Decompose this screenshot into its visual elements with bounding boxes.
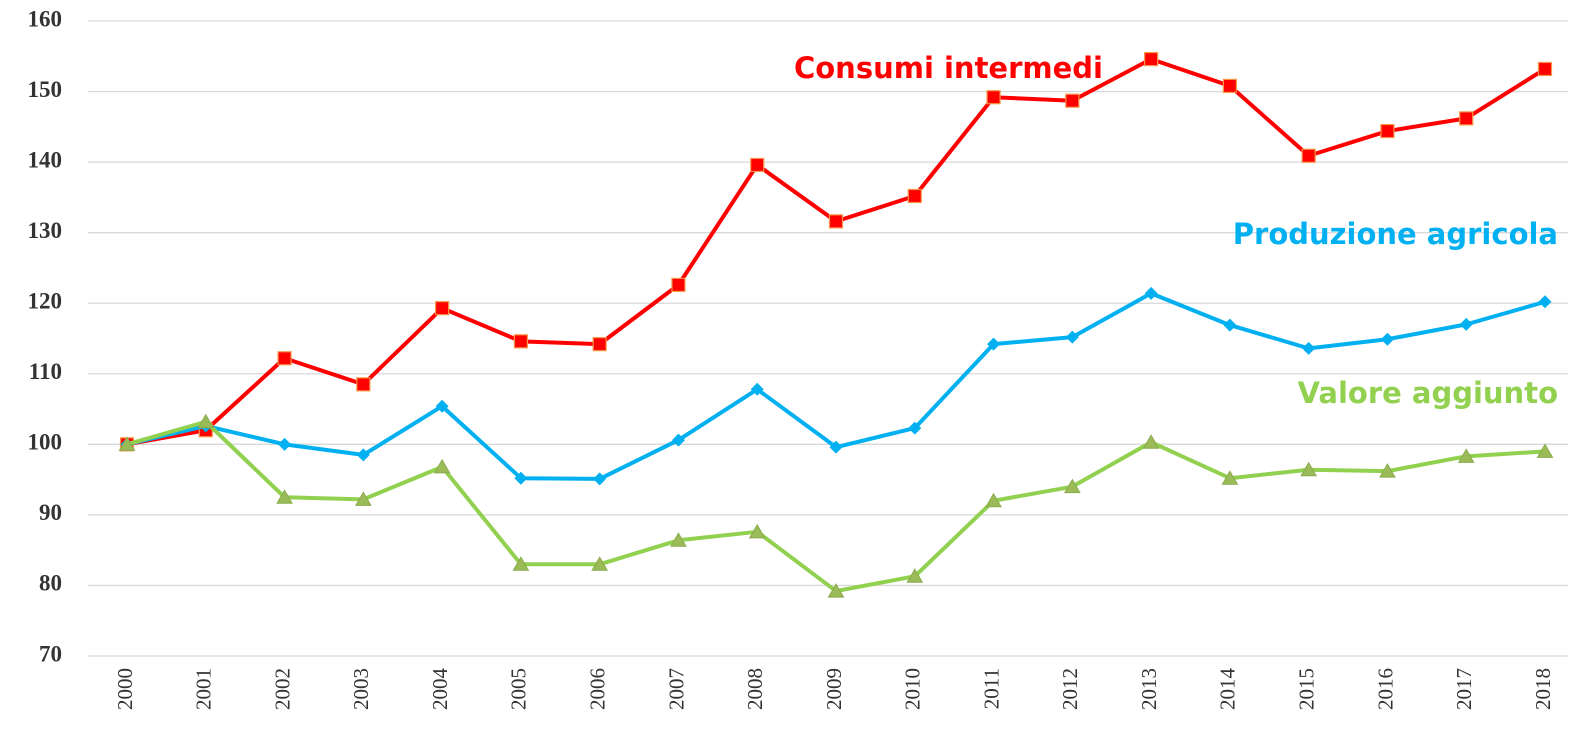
y-tick-label: 70 <box>39 641 62 666</box>
x-tick-label: 2010 <box>901 668 925 710</box>
marker <box>1459 317 1473 331</box>
x-tick-label: 2011 <box>979 668 1003 709</box>
marker <box>829 440 843 454</box>
x-tick-label: 2009 <box>822 668 846 710</box>
marker <box>277 351 292 366</box>
marker <box>118 436 136 451</box>
x-tick-label: 2004 <box>428 668 452 711</box>
marker <box>514 471 528 485</box>
x-tick-label: 2005 <box>507 668 531 710</box>
marker <box>1063 478 1081 494</box>
x-tick-label: 2006 <box>585 668 609 710</box>
x-tick-label: 2014 <box>1216 668 1240 711</box>
marker <box>278 437 292 451</box>
marker <box>906 568 924 583</box>
x-tick-label: 2012 <box>1058 668 1082 710</box>
y-tick-label: 140 <box>28 147 63 172</box>
marker <box>435 301 450 316</box>
marker <box>1379 463 1396 478</box>
marker <box>670 532 687 547</box>
x-tick-label: 2001 <box>192 668 216 710</box>
marker <box>750 157 765 173</box>
marker <box>276 489 293 504</box>
x-tick-label: 2008 <box>743 668 767 710</box>
marker <box>354 491 372 506</box>
x-tick-label: 2018 <box>1531 668 1555 710</box>
marker <box>748 523 766 539</box>
x-tick-label: 2007 <box>664 668 688 710</box>
x-tick-label: 2002 <box>270 668 294 710</box>
marker <box>1144 51 1159 67</box>
series-label: Produzione agricola <box>1233 217 1558 251</box>
y-tick-label: 100 <box>28 430 63 455</box>
marker <box>356 377 371 392</box>
marker <box>1144 286 1158 300</box>
marker <box>593 472 607 486</box>
y-tick-label: 130 <box>28 218 63 243</box>
marker <box>1301 148 1316 163</box>
x-tick-label: 2015 <box>1294 668 1318 710</box>
marker <box>592 337 607 352</box>
marker <box>1380 332 1394 346</box>
x-tick-label: 2000 <box>113 668 137 710</box>
y-tick-label: 90 <box>39 500 62 525</box>
marker <box>750 382 764 396</box>
marker <box>591 556 609 571</box>
marker <box>356 448 370 462</box>
marker <box>197 413 215 429</box>
marker <box>1538 295 1552 309</box>
marker <box>907 188 922 204</box>
marker <box>671 433 685 447</box>
marker <box>827 583 845 598</box>
marker <box>908 421 922 435</box>
marker <box>1459 111 1474 126</box>
marker <box>435 399 449 413</box>
y-tick-label: 150 <box>28 77 63 102</box>
marker <box>985 492 1002 508</box>
series-label: Consumi intermedi <box>794 51 1103 85</box>
marker <box>512 556 530 571</box>
marker <box>1300 461 1318 477</box>
x-tick-label: 2017 <box>1452 668 1476 710</box>
marker <box>1223 318 1237 332</box>
marker <box>1221 470 1239 485</box>
marker <box>433 458 451 474</box>
y-tick-label: 160 <box>28 6 63 31</box>
marker <box>1537 61 1553 77</box>
marker <box>1065 93 1080 108</box>
marker <box>1457 448 1475 463</box>
marker <box>1222 78 1237 94</box>
marker <box>986 90 1001 105</box>
marker <box>671 277 686 292</box>
marker <box>1065 330 1079 344</box>
x-tick-label: 2003 <box>349 668 373 710</box>
y-tick-label: 120 <box>28 289 63 314</box>
marker <box>513 334 528 349</box>
y-tick-label: 110 <box>29 359 62 384</box>
x-tick-label: 2013 <box>1137 668 1161 710</box>
marker <box>828 214 844 229</box>
marker <box>1142 434 1160 449</box>
series-label: Valore aggiunto <box>1298 376 1558 410</box>
marker <box>1302 341 1316 355</box>
y-tick-label: 80 <box>39 571 62 596</box>
x-tick-label: 2016 <box>1373 668 1397 710</box>
marker <box>1536 443 1554 458</box>
marker <box>987 337 1001 351</box>
marker <box>1380 123 1395 139</box>
